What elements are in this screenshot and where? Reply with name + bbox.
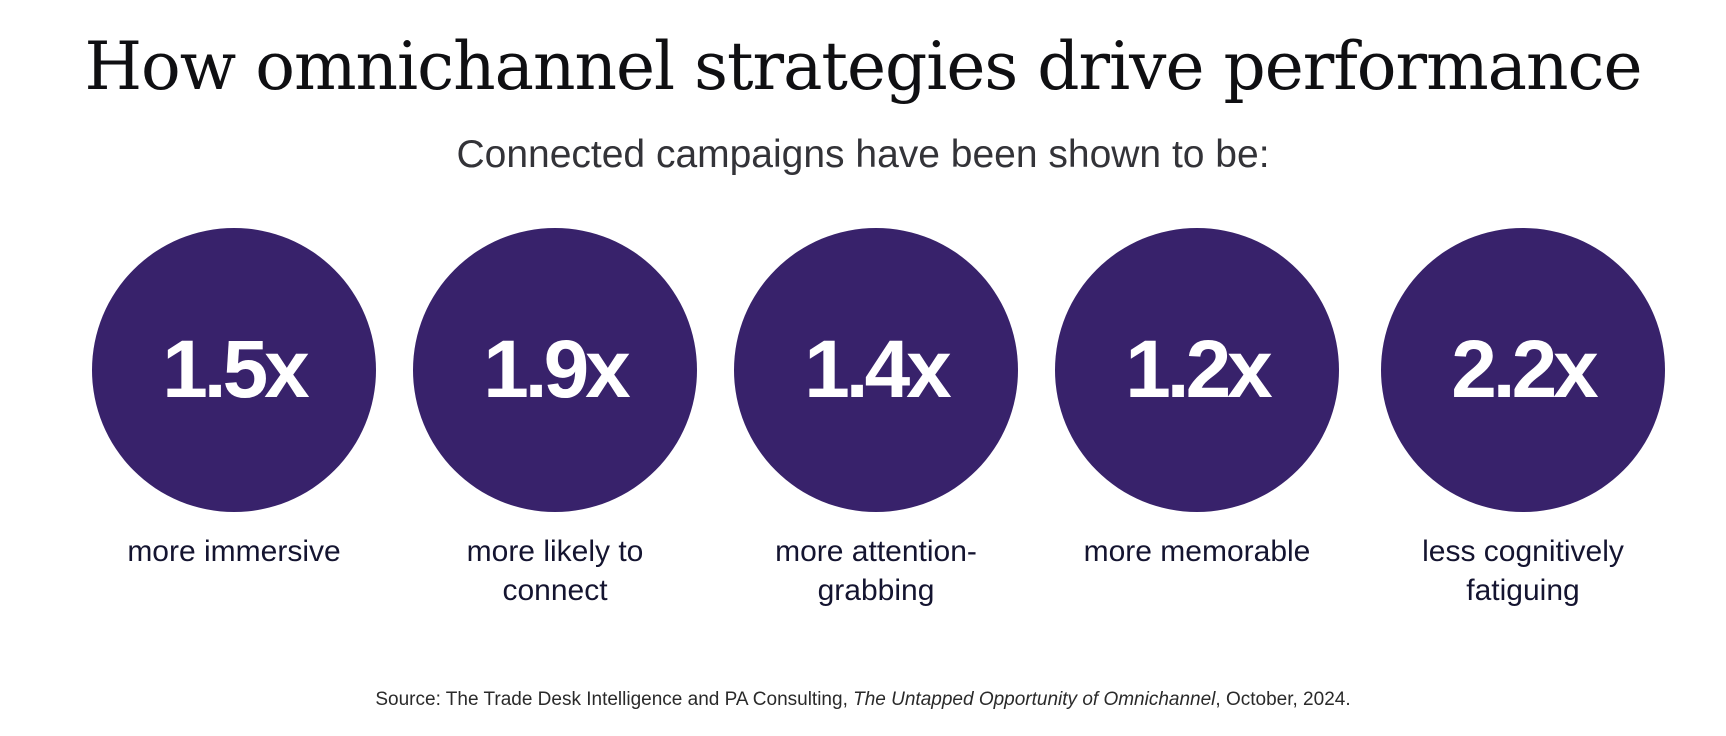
stat-value: 1.2x [1125, 324, 1273, 415]
stat-attention-grabbing: 1.4x more attention-grabbing [734, 228, 1018, 607]
source-report-title: The Untapped Opportunity of Omnichannel [853, 689, 1216, 710]
stat-value: 1.9x [483, 324, 631, 415]
stat-circle: 1.9x [413, 228, 697, 512]
stat-label: more immersive [127, 535, 341, 568]
source-suffix: , October, 2024. [1215, 689, 1351, 710]
stat-value: 1.4x [804, 324, 952, 415]
stat-likely-to-connect: 1.9x more likely to connect [413, 228, 697, 607]
stat-label: more memorable [1083, 535, 1311, 568]
stat-label: more attention-grabbing [775, 535, 977, 607]
stat-cognitively-fatiguing: 2.2x less cognitively fatiguing [1381, 228, 1665, 607]
stat-circle: 1.4x [734, 228, 1018, 512]
source-citation: Source: The Trade Desk Intelligence and … [0, 686, 1726, 714]
stat-label: less cognitively fatiguing [1422, 535, 1624, 607]
source-prefix: Source: The Trade Desk Intelligence and … [375, 689, 854, 710]
stat-immersive: 1.5x more immersive [92, 228, 376, 568]
stat-circle: 2.2x [1381, 228, 1665, 512]
stat-value: 2.2x [1451, 324, 1599, 415]
stat-circle: 1.2x [1055, 228, 1339, 512]
page-subtitle: Connected campaigns have been shown to b… [456, 133, 1270, 176]
stat-value: 1.5x [162, 324, 310, 415]
stat-circle: 1.5x [92, 228, 376, 512]
page-title: How omnichannel strategies drive perform… [84, 28, 1642, 105]
stat-label: more likely to connect [466, 535, 644, 607]
stat-memorable: 1.2x more memorable [1055, 228, 1339, 568]
